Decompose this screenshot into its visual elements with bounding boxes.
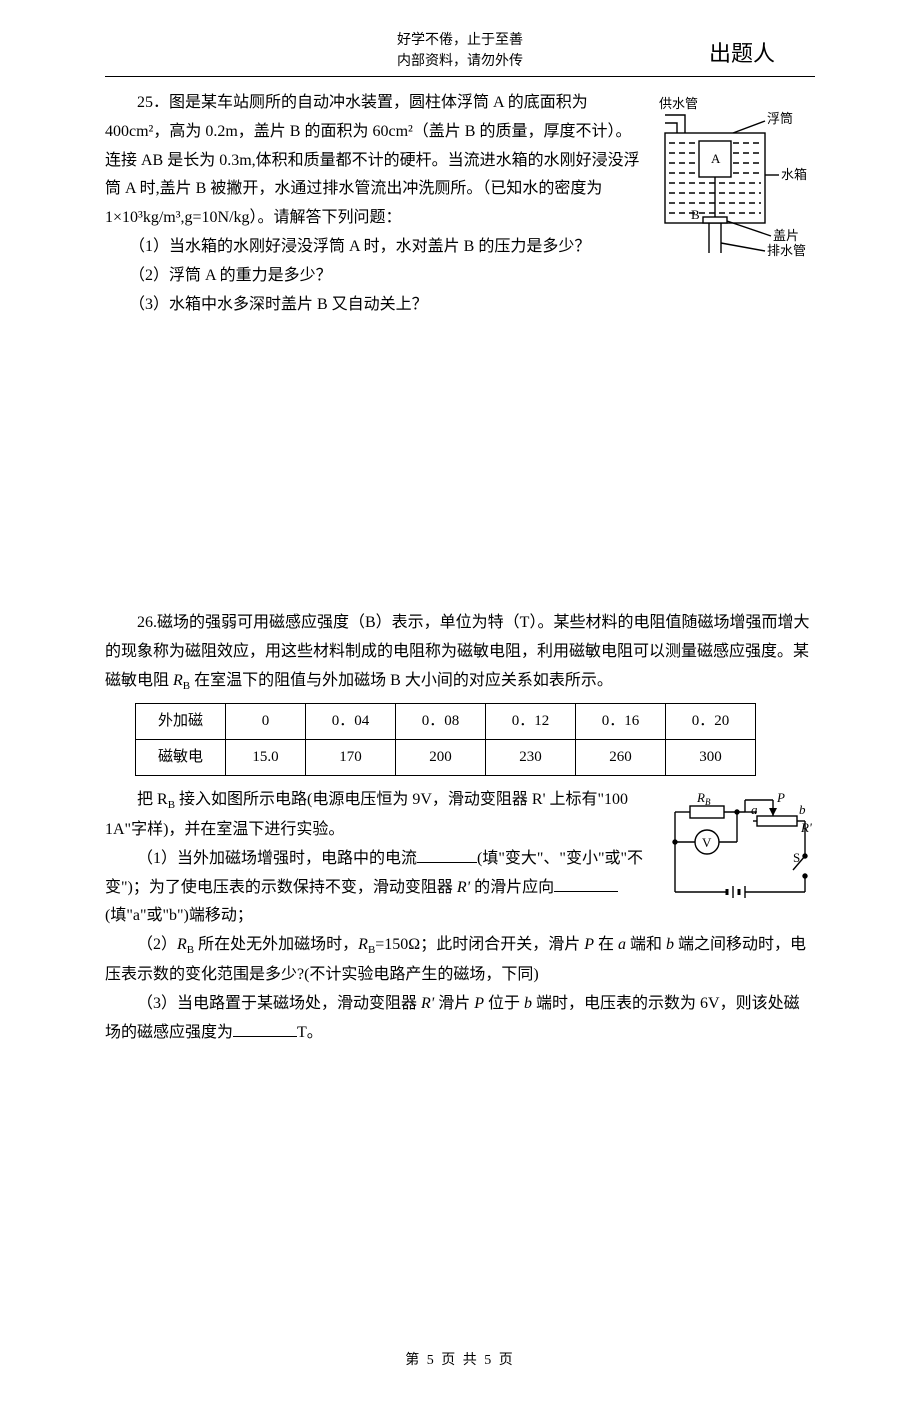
motto: 好学不倦，止于至善 内部资料，请勿外传 <box>397 30 523 72</box>
svg-text:RB: RB <box>696 792 711 807</box>
page-header: 好学不倦，止于至善 内部资料，请勿外传 出题人 <box>105 30 815 77</box>
label-B: B <box>691 207 700 222</box>
author-label: 出题人 <box>709 34 775 74</box>
label-float: 浮筒 <box>767 111 793 126</box>
q26-sub3: （3）当电路置于某磁场处，滑动变阻器 R' 滑片 P 位于 b 端时，电压表的示… <box>105 990 815 1048</box>
motto-line1: 好学不倦，止于至善 <box>397 30 523 51</box>
q26-table: 外加磁 0 0．04 0．08 0．12 0．16 0．20 磁敏电 15.0 … <box>135 703 756 776</box>
blank-field[interactable] <box>233 1020 297 1037</box>
row2-header: 磁敏电 <box>136 739 226 775</box>
table-row: 磁敏电 15.0 170 200 230 260 300 <box>136 739 756 775</box>
label-supply: 供水管 <box>659 96 698 111</box>
table-row: 外加磁 0 0．04 0．08 0．12 0．16 0．20 <box>136 703 756 739</box>
blank-field[interactable] <box>417 846 477 863</box>
q25-diagram: 供水管 <box>655 93 815 268</box>
q25-text: 图是某车站厕所的自动冲水装置，圆柱体浮筒 A 的底面积为 400cm²，高为 0… <box>105 94 640 226</box>
label-tank: 水箱 <box>781 167 807 182</box>
svg-text:b: b <box>799 802 806 817</box>
q26-num: 26. <box>137 614 157 631</box>
motto-line2: 内部资料，请勿外传 <box>397 51 523 72</box>
blank-field[interactable] <box>554 875 618 892</box>
vertical-gap <box>105 319 815 609</box>
label-drain: 排水管 <box>767 243 806 258</box>
label-A: A <box>711 151 721 166</box>
label-lid: 盖片 <box>773 228 799 243</box>
svg-text:V: V <box>702 835 712 850</box>
q26-intro: 26.磁场的强弱可用磁感应强度（B）表示，单位为特（T）。某些材料的电阻值随磁场… <box>105 609 815 697</box>
q25-num: 25． <box>137 94 169 111</box>
q26-sub2: （2）RB 所在处无外加磁场时，RB=150Ω；此时闭合开关，滑片 P 在 a … <box>105 931 815 990</box>
page-footer: 第 5 页 共 5 页 <box>105 1348 815 1373</box>
row1-header: 外加磁 <box>136 703 226 739</box>
question-26: 26.磁场的强弱可用磁感应强度（B）表示，单位为特（T）。某些材料的电阻值随磁场… <box>105 609 815 1047</box>
svg-text:P: P <box>776 792 785 805</box>
svg-text:R': R' <box>800 820 812 835</box>
svg-text:S: S <box>793 850 800 865</box>
question-25: 供水管 <box>105 89 815 319</box>
svg-text:a: a <box>751 802 758 817</box>
q25-sub3: （3）水箱中水多深时盖片 B 又自动关上？ <box>105 291 815 320</box>
q26-circuit-diagram: RB P a b R' <box>665 792 815 907</box>
